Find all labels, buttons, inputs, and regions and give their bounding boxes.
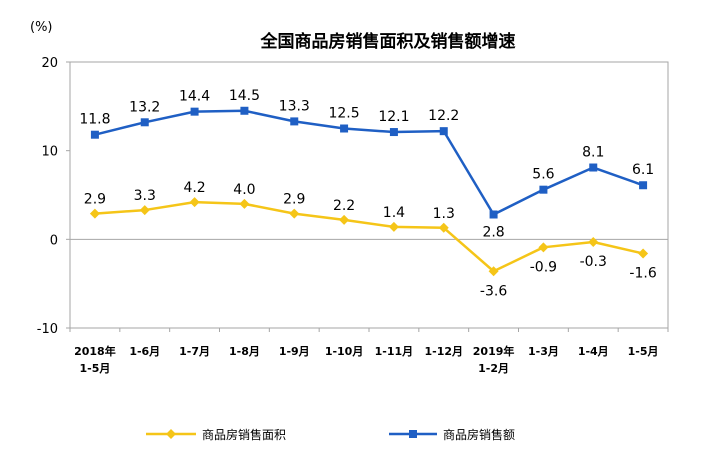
series-marker (388, 221, 399, 232)
data-label: 12.5 (328, 106, 359, 122)
x-tick-label: 1-7月 (179, 345, 210, 358)
data-label: 13.2 (129, 99, 160, 115)
data-label: -3.6 (480, 283, 507, 299)
series-marker (340, 124, 349, 133)
series-marker (489, 210, 498, 219)
data-label: 13.3 (279, 98, 310, 114)
data-label: -1.6 (629, 266, 656, 282)
data-label: 3.3 (134, 188, 156, 204)
x-tick-label: 1-8月 (229, 345, 260, 358)
data-label: 1.3 (433, 206, 455, 222)
data-label: 5.6 (532, 167, 554, 183)
x-tick-label: 1-2月 (478, 362, 509, 375)
series-layer: 2.9 3.3 4.2 4.0 2.9 2.2 1.4 1.3 -3.6 -0.9 -0.3 -1.6… (79, 88, 656, 299)
series-marker (339, 214, 350, 225)
series-marker (588, 236, 599, 247)
data-label: 8.1 (582, 145, 604, 161)
x-tick-label: 2018年 (74, 344, 116, 358)
series-marker (140, 118, 149, 127)
series-marker (189, 197, 200, 208)
x-tick-label: 1-10月 (325, 345, 364, 358)
data-label: 2.9 (84, 192, 106, 208)
series-marker (289, 208, 300, 219)
y-tick-label: 0 (50, 233, 58, 248)
data-label: 11.8 (79, 112, 110, 128)
data-label: 4.2 (183, 180, 205, 196)
legend-label: 商品房销售额 (443, 427, 515, 442)
legend-swatch-marker (166, 429, 176, 439)
series-marker (589, 163, 598, 172)
data-label: 6.1 (632, 162, 654, 178)
series-marker (89, 208, 100, 219)
data-label: 2.9 (283, 192, 305, 208)
data-label: 4.0 (233, 182, 255, 198)
series-marker (139, 205, 150, 216)
series-marker (240, 106, 249, 115)
x-tick-label: 1-3月 (528, 345, 559, 358)
data-label: 2.2 (333, 198, 355, 214)
y-tick-label: -10 (37, 322, 58, 337)
y-tick-label: 10 (41, 145, 58, 160)
data-label: -0.3 (580, 254, 607, 270)
series-marker (539, 185, 548, 194)
series-marker (190, 107, 199, 116)
data-label: 12.1 (378, 109, 409, 125)
series-line (94, 109, 644, 216)
x-tick-label: 1-6月 (129, 345, 160, 358)
legend-label: 商品房销售面积 (202, 427, 286, 442)
data-label: -0.9 (530, 259, 557, 275)
x-tick-label: 1-5月 (79, 362, 110, 375)
x-tick-label: 1-4月 (578, 345, 609, 358)
legend-swatch-marker (409, 430, 417, 438)
x-tick-label: 1-9月 (279, 345, 310, 358)
x-tick-label: 1-11月 (375, 345, 414, 358)
series-marker (90, 130, 99, 139)
data-label: 1.4 (383, 205, 405, 221)
y-axis-unit: (%) (30, 20, 53, 35)
series-marker (639, 181, 648, 190)
x-tick-label: 1-5月 (628, 345, 659, 358)
series-marker (638, 248, 649, 259)
data-label: 14.5 (229, 88, 260, 104)
series-marker (290, 117, 299, 126)
data-label: 2.8 (482, 225, 504, 241)
series-marker (538, 242, 549, 253)
data-label: 12.2 (428, 108, 459, 124)
chart-title: 全国商品房销售面积及销售额增速 (260, 31, 516, 52)
axes: 20 10 0 -10 2018年 1-5月 1-6月 1-7月 1-8月 1-9月 1-10月 1-… (37, 56, 669, 375)
series-marker (239, 198, 250, 209)
legend: 商品房销售面积 商品房销售额 (146, 427, 515, 442)
x-tick-label: 2019年 (473, 344, 515, 358)
y-tick-label: 20 (41, 56, 58, 71)
data-label: 14.4 (179, 89, 210, 105)
series-marker (389, 128, 398, 137)
series-marker (438, 222, 449, 233)
x-tick-label: 1-12月 (424, 345, 463, 358)
series-marker (439, 127, 448, 136)
series-line (94, 200, 644, 273)
series-marker (488, 266, 499, 277)
